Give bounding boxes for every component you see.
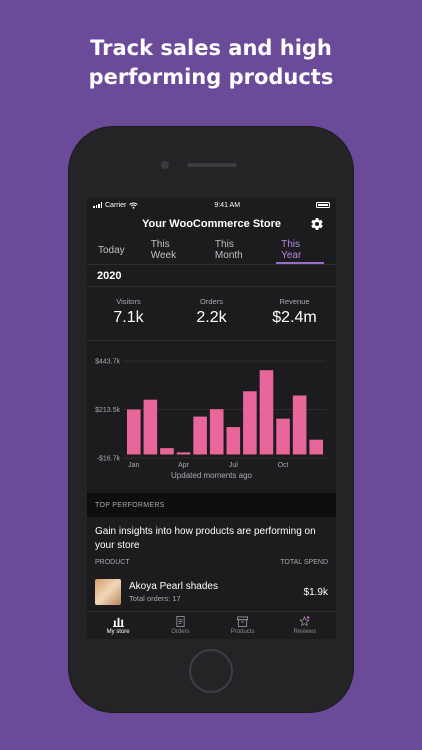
phone-frame: Carrier 9:41 AM Your WooCommerce Store T… <box>69 127 353 712</box>
product-thumbnail <box>95 579 121 605</box>
headline: Track sales and high performing products <box>0 34 422 92</box>
stat-value: 7.1k <box>113 309 144 326</box>
camera <box>161 161 169 169</box>
period-tabs: Today This Week This Month This Year <box>87 236 336 265</box>
chart-bar-may[interactable] <box>193 416 207 455</box>
status-time: 9:41 AM <box>214 201 241 209</box>
chart-bar-dec[interactable] <box>309 439 324 455</box>
stat-label: Visitors <box>116 297 141 306</box>
y-tick-label: $213.5k <box>95 407 120 414</box>
stat-value: 2.2k <box>196 309 227 326</box>
stat-label: Orders <box>200 297 223 306</box>
stat-visitors: Visitors 7.1k <box>87 297 170 340</box>
tab-this-month[interactable]: This Month <box>214 239 243 261</box>
x-tick-label: Oct <box>278 462 289 469</box>
chart-bar-feb[interactable] <box>143 399 158 455</box>
nav-bar: Your WooCommerce Store <box>87 212 336 236</box>
top-performers-description: Gain insights into how products are perf… <box>95 526 316 551</box>
speaker <box>187 163 237 167</box>
archive-box-icon <box>237 616 249 627</box>
chart-bar-jun[interactable] <box>209 409 224 455</box>
home-button[interactable] <box>189 649 233 693</box>
signal-icon <box>93 202 102 208</box>
document-icon <box>176 616 185 627</box>
top-performers-header: TOP PERFORMERS <box>87 493 336 517</box>
tab-this-year[interactable]: This Year <box>276 236 324 264</box>
stats-row: Visitors 7.1k Orders 2.2k Revenue $2.4m <box>87 287 336 341</box>
tab-label: Reviews <box>293 629 317 635</box>
store-title: Your WooCommerce Store <box>142 218 281 230</box>
x-tick-label: Jul <box>229 462 238 469</box>
tab-reviews[interactable]: Reviews <box>274 612 336 639</box>
app-screen: Carrier 9:41 AM Your WooCommerce Store T… <box>87 198 336 639</box>
tab-this-week[interactable]: This Week <box>150 239 177 261</box>
wifi-icon <box>129 202 139 209</box>
chart-bar-mar[interactable] <box>160 448 174 455</box>
headline-line-1: Track sales and high <box>90 36 332 60</box>
revenue-chart-svg: $443.7k $213.5k -$16.7k Jan Apr Jul Oct <box>95 359 326 469</box>
chart-bar-nov[interactable] <box>292 395 307 455</box>
battery-icon <box>315 202 330 208</box>
gear-icon[interactable] <box>310 217 324 231</box>
stat-label: Revenue <box>279 297 310 306</box>
tab-label: Orders <box>171 629 190 635</box>
bar-chart-icon <box>112 617 124 627</box>
tab-label: My store <box>106 629 130 635</box>
revenue-chart: $443.7k $213.5k -$16.7k Jan Apr Jul Oct <box>87 341 336 469</box>
column-total-spend: TOTAL SPEND <box>280 559 328 566</box>
x-tick-label: Jan <box>128 462 139 469</box>
chart-bar-apr[interactable] <box>176 452 191 455</box>
tab-label: Products <box>230 629 255 635</box>
top-performers-columns: PRODUCT TOTAL SPEND <box>87 559 336 573</box>
stat-orders: Orders 2.2k <box>170 297 253 340</box>
status-bar: Carrier 9:41 AM <box>87 198 336 212</box>
tab-today[interactable]: Today <box>98 244 125 256</box>
x-tick-label: Apr <box>178 462 190 469</box>
year-label: 2020 <box>87 265 336 287</box>
chart-bar-oct[interactable] <box>276 418 290 455</box>
product-name: Akoya Pearl shades <box>129 581 218 592</box>
product-orders: Total orders: 17 <box>129 594 181 603</box>
tab-products[interactable]: Products <box>212 612 274 639</box>
tab-orders[interactable]: Orders <box>149 612 211 639</box>
chart-bar-jul[interactable] <box>226 427 241 455</box>
list-item[interactable]: Akoya Pearl shades Total orders: 17 $1.9… <box>87 573 336 607</box>
y-tick-label: $443.7k <box>95 359 120 366</box>
chart-bar-jan[interactable] <box>127 409 141 455</box>
updated-text: Updated moments ago <box>171 471 252 480</box>
y-tick-label: -$16.7k <box>97 456 121 463</box>
chart-bar-sep[interactable] <box>259 370 274 455</box>
tab-my-store[interactable]: My store <box>87 612 149 639</box>
carrier-label: Carrier <box>105 201 127 209</box>
headline-line-2: performing products <box>88 65 334 89</box>
stat-revenue: Revenue $2.4m <box>253 297 336 340</box>
star-icon <box>299 616 311 627</box>
column-product: PRODUCT <box>95 559 130 566</box>
bottom-tab-bar: My store Orders Products Reviews <box>87 611 336 639</box>
stat-value: $2.4m <box>272 309 317 326</box>
chart-bar-aug[interactable] <box>243 391 257 455</box>
product-spend: $1.9k <box>303 586 328 598</box>
